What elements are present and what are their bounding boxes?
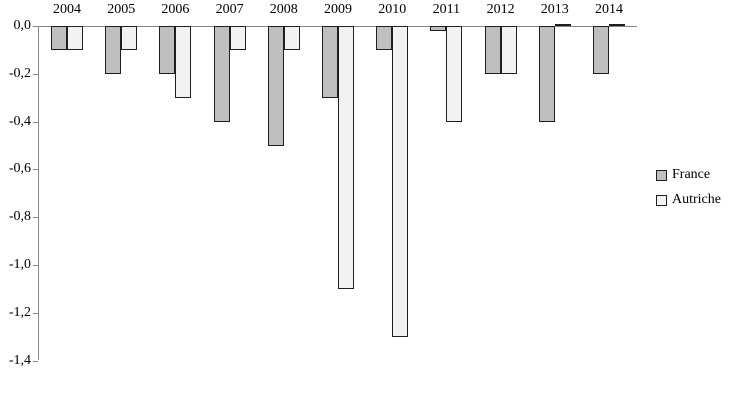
- bar-autriche-2007: [229, 26, 246, 50]
- bar-france-2014: [593, 26, 609, 74]
- y-tick: [33, 26, 38, 27]
- bar-autriche-2004: [67, 26, 83, 50]
- x-category-label: 2009: [324, 2, 352, 17]
- bar-autriche-2010: [392, 26, 409, 337]
- x-category-label: 2007: [215, 2, 244, 17]
- bar-france-2004: [51, 26, 67, 50]
- x-category-label: 2005: [107, 2, 136, 17]
- bar-france-2011: [430, 26, 447, 31]
- y-tick: [33, 217, 38, 218]
- bar-autriche-2009: [338, 26, 354, 289]
- bar-france-2009: [322, 26, 338, 98]
- bar-france-2012: [484, 26, 501, 74]
- bar-autriche-2006: [175, 26, 192, 98]
- x-category-label: 2013: [540, 2, 569, 17]
- bar-autriche-2011: [446, 26, 463, 122]
- legend-swatch-autriche: [656, 194, 667, 206]
- y-tick: [33, 265, 38, 266]
- y-tick-label: -0,6: [8, 161, 31, 176]
- bar-autriche-2014: [609, 24, 625, 26]
- bar-france-2006: [159, 26, 176, 74]
- legend-item-autriche: Autriche: [656, 191, 721, 209]
- y-tick-label: -1,0: [8, 257, 31, 272]
- x-category-label: 2008: [269, 2, 298, 17]
- bar-autriche-2005: [121, 26, 138, 50]
- x-category-label: 2004: [53, 2, 81, 17]
- y-tick-label: -0,2: [8, 66, 31, 81]
- y-tick: [33, 361, 38, 362]
- y-tick: [33, 74, 38, 75]
- x-category-label: 2006: [161, 2, 190, 17]
- bar-france-2008: [267, 26, 284, 146]
- legend-label-france: France: [672, 167, 711, 182]
- x-category-label: 2011: [432, 2, 461, 17]
- y-tick-label: -0,8: [8, 209, 31, 224]
- x-category-label: 2010: [378, 2, 407, 17]
- bar-autriche-2012: [500, 26, 517, 74]
- y-axis-line: [38, 26, 39, 360]
- y-tick: [33, 313, 38, 314]
- legend: France Autriche: [656, 166, 721, 209]
- y-tick: [33, 122, 38, 123]
- bar-autriche-2013: [554, 24, 571, 26]
- bar-france-2007: [213, 26, 230, 122]
- y-tick-label: -1,4: [8, 353, 31, 368]
- bar-france-2005: [105, 26, 122, 74]
- bar-france-2010: [376, 26, 393, 50]
- legend-item-france: France: [656, 166, 721, 184]
- legend-label-autriche: Autriche: [672, 192, 721, 207]
- y-tick-label: -1,2: [8, 305, 31, 320]
- y-tick: [33, 169, 38, 170]
- bar-france-2013: [538, 26, 555, 122]
- bar-autriche-2008: [283, 26, 300, 50]
- y-tick-label: -0,4: [8, 114, 31, 129]
- legend-swatch-france: [656, 169, 667, 181]
- x-category-label: 2014: [595, 2, 623, 17]
- y-tick-label: 0,0: [13, 18, 32, 33]
- x-category-label: 2012: [486, 2, 515, 17]
